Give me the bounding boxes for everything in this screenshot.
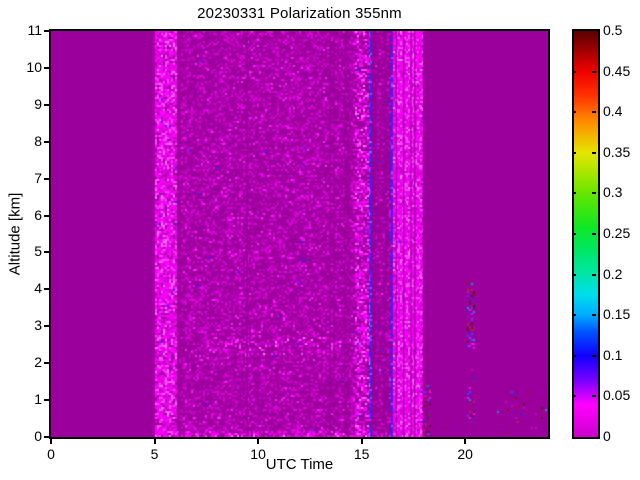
y-tick	[44, 214, 49, 217]
colorbar-tick-label: 0.3	[603, 184, 623, 201]
colorbar-tick	[592, 395, 596, 398]
y-axis-label: Altitude [km]	[6, 192, 24, 276]
x-axis-label: UTC Time	[265, 456, 334, 473]
y-tick	[44, 325, 49, 328]
colorbar-tick-label: 0.4	[603, 103, 623, 120]
colorbar-tick-label: 0.05	[603, 387, 631, 404]
x-tick-label: 15	[353, 446, 370, 462]
y-tick	[44, 399, 49, 402]
y-tick-label: 2	[34, 354, 42, 371]
colorbar-tick	[572, 233, 576, 235]
colorbar-tick	[592, 151, 596, 154]
colorbar-tick	[572, 354, 576, 357]
x-tick-label: 0	[47, 446, 55, 462]
plot-area	[49, 29, 550, 439]
y-tick-label: 11	[27, 22, 42, 38]
y-tick	[44, 140, 49, 143]
y-tick	[44, 177, 49, 180]
x-tick	[153, 439, 156, 444]
colorbar-tick	[572, 111, 576, 114]
chart-title: 20230331 Polarization 355nm	[197, 5, 402, 22]
x-tick	[50, 439, 52, 444]
colorbar-tick-label: 0.1	[603, 346, 623, 363]
colorbar-tick-label: 0.45	[603, 62, 631, 79]
x-tick	[360, 439, 363, 444]
y-tick-label: 5	[34, 243, 42, 260]
colorbar-tick-label: 0.35	[603, 143, 631, 160]
x-tick-label: 5	[150, 446, 159, 462]
colorbar-tick	[572, 273, 576, 276]
colorbar-tick	[572, 314, 576, 317]
y-tick	[44, 103, 49, 106]
y-tick	[44, 251, 49, 254]
y-tick-label: 8	[34, 132, 42, 149]
y-tick-label: 1	[34, 391, 42, 408]
y-tick	[44, 66, 49, 69]
y-tick-label: 10	[26, 58, 42, 75]
colorbar-tick-label: 0.5	[603, 22, 623, 38]
y-tick	[44, 436, 49, 438]
x-tick-label: 10	[250, 446, 266, 462]
x-tick	[464, 439, 467, 444]
y-tick-label: 9	[34, 95, 42, 112]
colorbar-tick	[572, 151, 576, 154]
y-tick-label: 6	[34, 206, 42, 223]
y-tick	[44, 30, 49, 32]
y-tick-label: 7	[34, 169, 42, 186]
y-tick	[44, 288, 49, 291]
colorbar-tick-label: 0.2	[603, 265, 623, 282]
colorbar-tick	[572, 395, 576, 398]
y-tick-label: 3	[34, 317, 42, 334]
colorbar-tick	[592, 273, 596, 276]
colorbar-tick	[592, 233, 596, 235]
colorbar-tick	[592, 192, 596, 195]
colorbar-tick-label: 0	[603, 428, 611, 444]
x-tick-label: 20	[457, 446, 473, 462]
heatmap-canvas	[51, 31, 548, 437]
colorbar-tick	[592, 314, 596, 317]
colorbar-tick	[572, 192, 576, 195]
colorbar-tick	[592, 111, 596, 114]
x-tick	[257, 439, 260, 444]
y-tick-label: 4	[34, 280, 42, 297]
y-tick-label: 0	[34, 428, 42, 444]
colorbar-tick-label: 0.25	[603, 225, 631, 241]
colorbar-tick	[572, 70, 576, 73]
colorbar-tick	[592, 354, 596, 357]
colorbar-tick-label: 0.15	[603, 306, 631, 323]
colorbar-tick	[592, 70, 596, 73]
y-tick	[44, 362, 49, 365]
